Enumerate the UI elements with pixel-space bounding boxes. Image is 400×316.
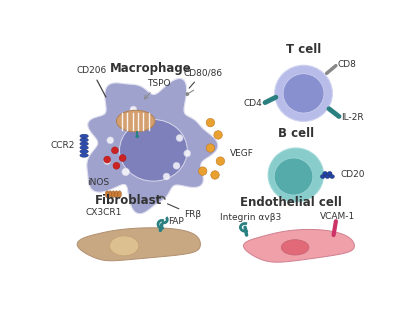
Text: VEGF: VEGF	[230, 149, 254, 158]
Text: CD4: CD4	[243, 99, 262, 108]
Text: CCR2: CCR2	[50, 141, 75, 150]
Ellipse shape	[107, 137, 114, 144]
Ellipse shape	[216, 157, 225, 165]
Ellipse shape	[283, 74, 324, 113]
Text: CD20: CD20	[340, 170, 365, 179]
Ellipse shape	[80, 138, 88, 142]
Text: Fibroblast: Fibroblast	[94, 194, 162, 207]
Ellipse shape	[112, 191, 115, 198]
Ellipse shape	[119, 155, 126, 161]
Ellipse shape	[173, 162, 180, 169]
Ellipse shape	[114, 191, 118, 198]
Ellipse shape	[320, 175, 325, 179]
Ellipse shape	[112, 147, 118, 154]
Ellipse shape	[80, 154, 88, 157]
Text: FAP: FAP	[168, 216, 184, 226]
Ellipse shape	[206, 118, 215, 127]
Text: CD8: CD8	[338, 60, 356, 69]
Text: T cell: T cell	[286, 43, 321, 56]
Ellipse shape	[198, 167, 207, 175]
Ellipse shape	[118, 191, 122, 198]
Ellipse shape	[80, 146, 88, 149]
Ellipse shape	[105, 191, 109, 198]
Ellipse shape	[163, 173, 170, 180]
Ellipse shape	[328, 172, 332, 175]
Text: CD80/86: CD80/86	[183, 68, 222, 88]
Text: VCAM-1: VCAM-1	[320, 212, 355, 221]
Ellipse shape	[108, 191, 112, 198]
Ellipse shape	[176, 135, 183, 142]
Ellipse shape	[104, 158, 111, 165]
Ellipse shape	[214, 131, 222, 139]
Ellipse shape	[275, 65, 332, 121]
Ellipse shape	[110, 236, 139, 256]
Ellipse shape	[268, 148, 324, 202]
Text: iNOS: iNOS	[87, 178, 109, 187]
Ellipse shape	[80, 134, 88, 138]
Ellipse shape	[113, 162, 120, 169]
Ellipse shape	[274, 158, 313, 195]
Ellipse shape	[130, 106, 137, 113]
Ellipse shape	[185, 92, 189, 96]
Ellipse shape	[80, 149, 88, 154]
Ellipse shape	[211, 171, 219, 179]
Ellipse shape	[206, 144, 215, 152]
Ellipse shape	[135, 135, 139, 138]
Polygon shape	[77, 228, 200, 261]
Polygon shape	[87, 78, 218, 214]
Polygon shape	[244, 229, 354, 262]
Ellipse shape	[323, 172, 328, 175]
Text: Endothelial cell: Endothelial cell	[240, 196, 342, 209]
Text: CD206: CD206	[77, 66, 107, 97]
Text: FRβ: FRβ	[168, 204, 201, 219]
Text: Macrophage: Macrophage	[110, 62, 192, 75]
Text: IL-2R: IL-2R	[341, 113, 364, 123]
Ellipse shape	[80, 142, 88, 146]
Ellipse shape	[184, 150, 191, 157]
Text: B cell: B cell	[278, 127, 314, 140]
Ellipse shape	[330, 175, 334, 179]
Ellipse shape	[281, 240, 309, 255]
Ellipse shape	[120, 119, 187, 181]
Ellipse shape	[104, 156, 111, 163]
Text: CX3CR1: CX3CR1	[85, 208, 122, 217]
Ellipse shape	[116, 110, 155, 132]
Text: TSPO: TSPO	[144, 79, 170, 99]
Ellipse shape	[325, 175, 330, 179]
Ellipse shape	[122, 168, 130, 176]
Text: Integrin αvβ3: Integrin αvβ3	[220, 214, 281, 222]
